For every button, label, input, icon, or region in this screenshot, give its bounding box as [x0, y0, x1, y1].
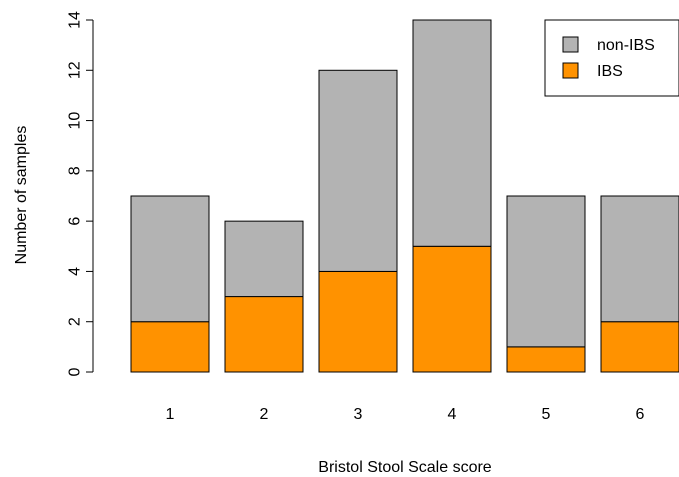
y-tick-label-4: 4: [67, 267, 84, 276]
bar-non-ibs-1: [130, 195, 210, 323]
bar-ibs-5: [506, 346, 586, 373]
legend-label-ibs: IBS: [597, 63, 623, 80]
bars-layer: [130, 19, 679, 373]
x-tick-label-3: 3: [354, 406, 363, 423]
legend-label-non-ibs: non-IBS: [597, 37, 655, 54]
y-tick-label-2: 2: [67, 317, 84, 326]
x-tick-label-6: 6: [636, 406, 645, 423]
x-tick-label-2: 2: [260, 406, 269, 423]
y-tick-label-6: 6: [67, 217, 84, 226]
bar-ibs-1: [130, 321, 210, 373]
x-tick-label-4: 4: [448, 406, 457, 423]
bar-non-ibs-2: [224, 220, 304, 298]
y-tick-label-10: 10: [67, 112, 84, 130]
bar-ibs-6: [600, 321, 679, 373]
bar-non-ibs-3: [318, 69, 398, 272]
y-axis: 0 2 4 6 8 10 12 14: [67, 11, 94, 376]
bar-ibs-4: [412, 245, 492, 373]
bar-non-ibs-6: [600, 195, 679, 323]
y-tick-label-12: 12: [67, 61, 84, 79]
x-axis-title: Bristol Stool Scale score: [318, 459, 492, 476]
y-tick-label-0: 0: [67, 367, 84, 376]
x-axis-tick-labels: 1 2 3 4 5 6: [166, 406, 645, 423]
legend-swatch-non-ibs: [562, 36, 579, 53]
x-tick-label-1: 1: [166, 406, 175, 423]
legend-swatch-ibs: [562, 62, 579, 79]
bar-non-ibs-5: [506, 195, 586, 348]
legend: non-IBS IBS: [544, 19, 679, 97]
legend-box: [544, 19, 679, 97]
y-tick-label-8: 8: [67, 166, 84, 175]
y-axis-title: Number of samples: [13, 126, 30, 265]
bar-ibs-2: [224, 296, 304, 373]
y-tick-label-14: 14: [67, 11, 84, 29]
bar-non-ibs-4: [412, 19, 492, 247]
bar-ibs-3: [318, 270, 398, 373]
x-tick-label-5: 5: [542, 406, 551, 423]
